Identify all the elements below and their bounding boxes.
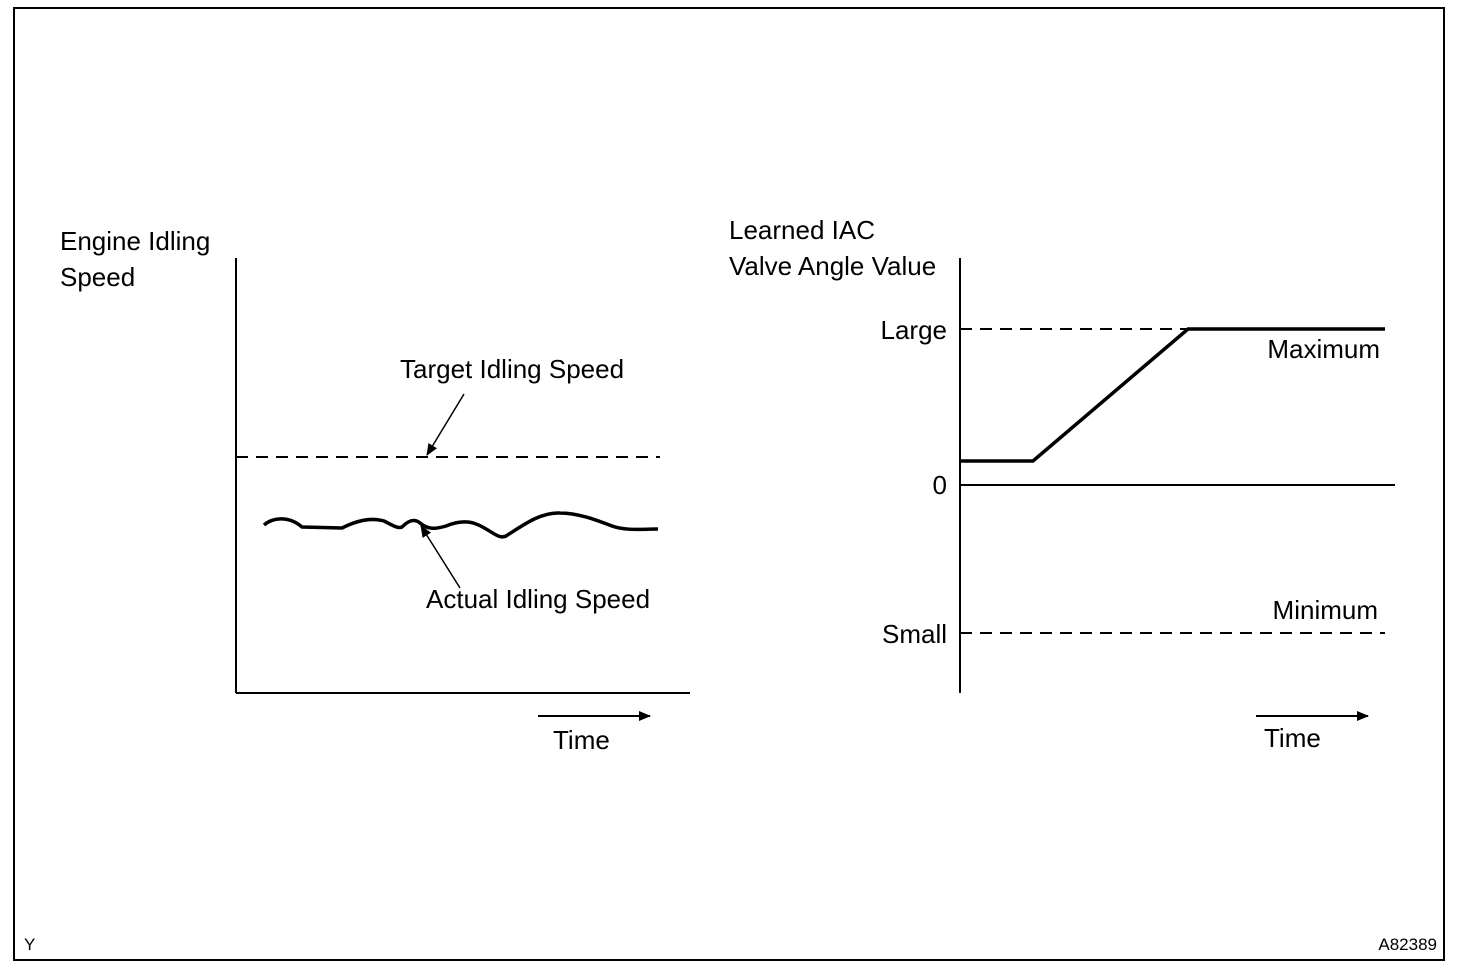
tick-label-zero: 0 xyxy=(933,470,947,500)
target-idling-speed-label: Target Idling Speed xyxy=(400,354,624,384)
actual-idling-speed-label: Actual Idling Speed xyxy=(426,584,650,614)
right-graph: Learned IAC Valve Angle Value Large 0 Sm… xyxy=(729,215,1395,753)
corner-mark: Y xyxy=(24,935,35,954)
figure-id: A82389 xyxy=(1378,935,1437,954)
learned-value-line xyxy=(960,327,1385,463)
left-y-axis-label-line2: Speed xyxy=(60,262,135,292)
left-x-axis-label: Time xyxy=(553,725,610,755)
tick-label-small: Small xyxy=(882,619,947,649)
right-y-axis-label-line1: Learned IAC xyxy=(729,215,875,245)
actual-idling-speed-line xyxy=(262,511,659,539)
right-x-axis-label: Time xyxy=(1264,723,1321,753)
left-y-axis-label-line1: Engine Idling xyxy=(60,226,210,256)
tick-label-large: Large xyxy=(881,315,948,345)
figure-frame xyxy=(13,7,1445,961)
minimum-label: Minimum xyxy=(1273,595,1378,625)
left-graph: Engine Idling Speed Target Idling Speed … xyxy=(60,226,690,755)
maximum-label: Maximum xyxy=(1267,334,1380,364)
right-y-axis-label-line2: Valve Angle Value xyxy=(729,251,936,281)
target-callout-arrow xyxy=(426,393,465,456)
actual-callout-arrow xyxy=(420,525,461,589)
